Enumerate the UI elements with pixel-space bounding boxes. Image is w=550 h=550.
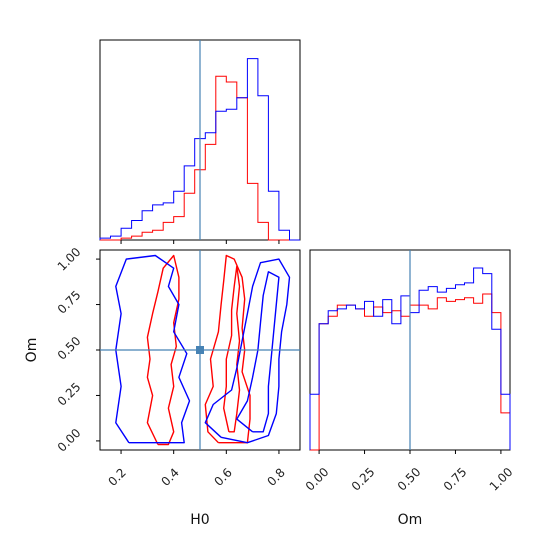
h0-tick-label: 0.2 <box>105 465 128 488</box>
h0-tick-label: 0.8 <box>264 465 287 488</box>
h0-tick-label: 0.4 <box>158 465 181 488</box>
contour-blue <box>236 271 280 433</box>
om-tick-label: 0.50 <box>55 334 84 363</box>
h0-ticks: 0.2 0.4 0.6 0.8 <box>105 465 287 488</box>
om-x-ticks: 0.00 0.25 0.50 0.75 1.00 <box>303 465 516 494</box>
om-tick-label: 0.00 <box>55 426 84 455</box>
om-tick-label: 0.25 <box>55 380 84 409</box>
h0-tick-label: 0.6 <box>211 465 234 488</box>
joint-contours <box>115 254 291 446</box>
contour-blue <box>115 254 191 444</box>
h0-hist-red <box>100 75 300 241</box>
om-tick-label: 0.25 <box>349 465 378 494</box>
contour-red <box>222 265 241 433</box>
truth-lines <box>100 40 411 450</box>
h0-hist-blue <box>99 58 300 241</box>
contour-blue <box>204 258 291 444</box>
joint-y-label: Om <box>24 338 40 363</box>
om-y-ticks: 0.00 0.25 0.50 0.75 1.00 <box>55 245 84 455</box>
contour-red <box>146 254 180 446</box>
h0-histograms <box>99 58 300 241</box>
truth-marker <box>196 346 204 354</box>
om-tick-label: 1.00 <box>55 245 84 274</box>
contour-red <box>204 254 251 444</box>
om-tick-label: 0.00 <box>303 465 332 494</box>
om-tick-label: 0.50 <box>395 465 424 494</box>
om-tick-label: 0.75 <box>441 465 470 494</box>
om-marginal-x-label: Om <box>398 512 423 528</box>
om-tick-label: 0.75 <box>55 288 84 317</box>
tick-marks <box>96 240 502 454</box>
joint-x-label: H0 <box>190 512 209 528</box>
om-tick-label: 1.00 <box>487 465 516 494</box>
